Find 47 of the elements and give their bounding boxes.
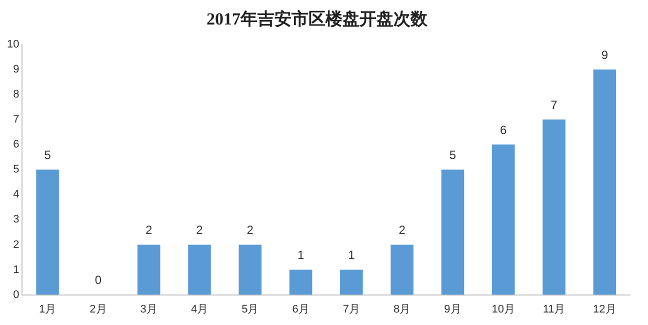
bar: [340, 270, 363, 295]
data-label: 2: [196, 223, 204, 238]
x-tick-label: 6月: [292, 303, 310, 316]
data-label: 5: [44, 148, 52, 162]
y-tick-label: 8: [13, 88, 20, 101]
y-tick-label: 2: [13, 238, 20, 251]
y-tick-label: 0: [13, 288, 20, 301]
bar: [441, 170, 464, 295]
bar: [238, 244, 262, 295]
chart-title: 2017年吉安市区楼盘开盘次数: [206, 10, 428, 29]
bar: [289, 270, 312, 295]
y-tick-label: 4: [13, 188, 20, 201]
bar: [492, 144, 515, 295]
x-tick-label: 2月: [90, 303, 107, 316]
x-tick-label: 3月: [140, 303, 158, 316]
y-tick-label: 7: [13, 114, 20, 126]
data-label: 2: [398, 223, 406, 238]
data-label: 7: [550, 98, 558, 112]
x-tick-label: 8月: [394, 303, 411, 316]
y-tick-label: 6: [13, 138, 20, 151]
x-tick-label: 4月: [190, 303, 208, 316]
bar: [36, 170, 59, 295]
data-label: 1: [348, 248, 356, 262]
y-tick-label: 3: [13, 214, 20, 226]
bar: [390, 244, 414, 295]
x-tick-label: 11月: [542, 303, 566, 316]
data-label: 1: [297, 248, 304, 262]
data-label: 5: [449, 148, 456, 162]
bar: [188, 244, 211, 295]
bar: [593, 69, 616, 295]
y-tick-label: 9: [13, 63, 20, 76]
x-tick-label: 12月: [593, 303, 616, 316]
data-label: 2: [246, 223, 254, 238]
bar: [137, 244, 160, 295]
data-label: 2: [146, 223, 153, 238]
x-tick-label: 9月: [444, 303, 462, 316]
y-tick-label: 10: [6, 38, 20, 50]
bar: [542, 120, 566, 295]
x-tick-label: 7月: [342, 303, 360, 316]
data-label: 0: [94, 273, 102, 288]
x-tick-label: 1月: [38, 303, 56, 316]
data-label: 6: [500, 122, 508, 137]
y-tick-label: 5: [13, 164, 20, 176]
data-label: 9: [601, 48, 608, 62]
y-tick-label: 1: [13, 264, 20, 276]
x-tick-label: 5月: [242, 303, 259, 316]
x-tick-label: 10月: [492, 303, 516, 316]
